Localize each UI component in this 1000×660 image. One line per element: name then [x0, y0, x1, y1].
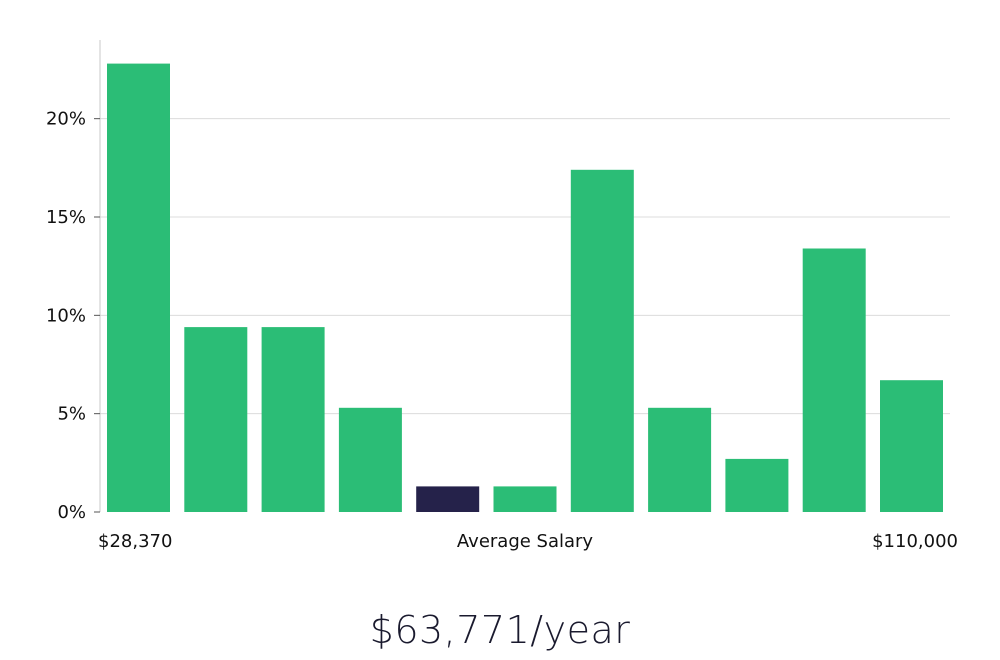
y-tick-label: 10%: [46, 305, 86, 326]
y-tick-label: 15%: [46, 207, 86, 228]
bar: [648, 407, 712, 512]
bar: [338, 407, 402, 512]
bar: [493, 486, 557, 512]
bar: [107, 63, 170, 512]
bar: [570, 169, 634, 513]
bar: [880, 380, 943, 512]
y-tick-labels: 0% 5% 10% 15% 20%: [46, 109, 100, 523]
salary-histogram: 0% 5% 10% 15% 20% $28,370 Average Salary $11…: [46, 40, 958, 552]
bar-highlighted: [416, 486, 480, 512]
x-min-label: $28,370: [98, 531, 172, 552]
y-tick-label: 0%: [57, 502, 86, 523]
bar: [261, 327, 325, 512]
bar: [184, 327, 248, 512]
bar: [725, 458, 789, 512]
y-tick-label: 5%: [57, 404, 86, 425]
x-max-label: $110,000: [872, 531, 958, 552]
average-salary-value: $63,771/year: [369, 608, 631, 652]
bar: [802, 248, 866, 512]
x-axis-title: Average Salary: [457, 531, 594, 552]
bars: [107, 63, 943, 513]
y-tick-label: 20%: [46, 109, 86, 130]
